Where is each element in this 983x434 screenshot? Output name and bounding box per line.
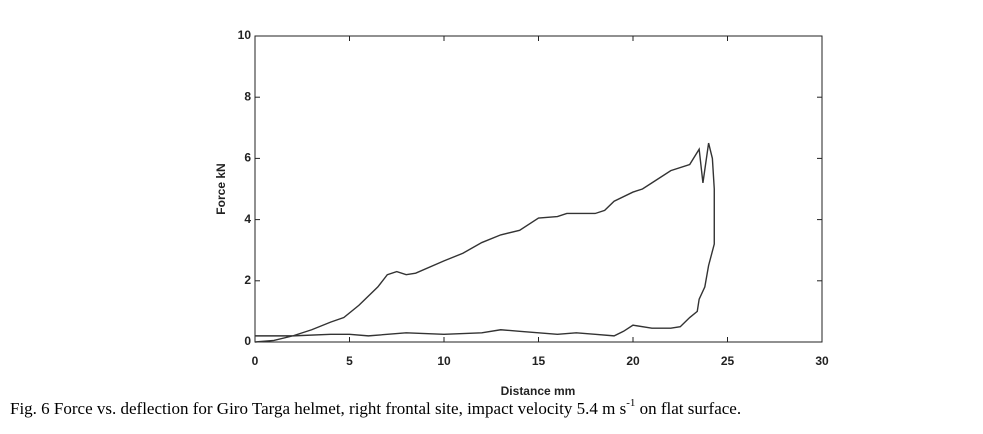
plot-frame — [254, 35, 823, 343]
caption-tail: on flat surface. — [635, 399, 741, 418]
y-tick-label: 0 — [244, 334, 251, 348]
caption-sup: -1 — [626, 397, 635, 409]
x-tick-label: 25 — [721, 354, 735, 368]
y-axis-label: Force kN — [214, 163, 228, 214]
y-tick-label: 10 — [238, 28, 252, 42]
x-tick-label: 30 — [815, 354, 829, 368]
x-tick-label: 20 — [626, 354, 640, 368]
x-tick-label: 10 — [437, 354, 451, 368]
data-line — [254, 142, 715, 343]
x-axis-label: Distance mm — [501, 384, 576, 398]
y-tick-label: 8 — [244, 89, 251, 103]
y-tick-label: 6 — [244, 151, 251, 165]
caption-main: Fig. 6 Force vs. deflection for Giro Tar… — [10, 399, 626, 418]
x-tick-label: 5 — [346, 354, 353, 368]
caption: Fig. 6 Force vs. deflection for Giro Tar… — [10, 397, 741, 418]
y-tick-label: 2 — [244, 273, 251, 287]
x-tick-label: 0 — [252, 354, 259, 368]
y-tick-label: 4 — [244, 212, 251, 226]
x-tick-label: 15 — [532, 354, 546, 368]
